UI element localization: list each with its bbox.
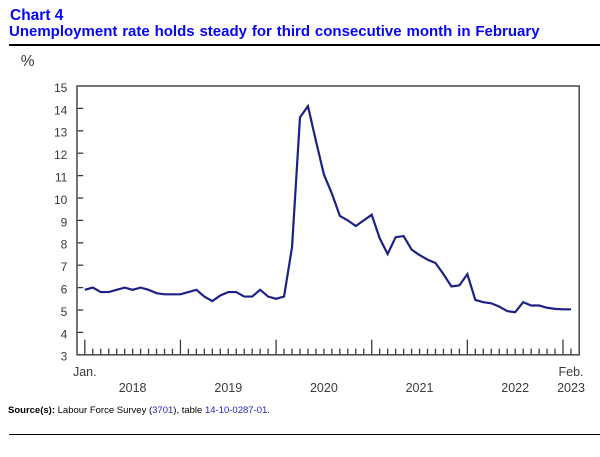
svg-text:2022: 2022 [501, 381, 529, 395]
svg-text:4: 4 [61, 327, 68, 341]
svg-text:2021: 2021 [406, 381, 434, 395]
svg-text:2019: 2019 [214, 381, 242, 395]
svg-text:9: 9 [61, 215, 68, 229]
svg-text:5: 5 [61, 305, 68, 319]
svg-text:11: 11 [55, 171, 68, 185]
svg-text:14: 14 [54, 103, 68, 117]
svg-text:Feb.: Feb. [558, 365, 583, 379]
svg-text:12: 12 [54, 148, 68, 162]
svg-text:3: 3 [61, 350, 68, 364]
svg-text:Jan.: Jan. [73, 365, 97, 379]
svg-text:2023: 2023 [557, 381, 585, 395]
svg-text:15: 15 [54, 81, 68, 95]
svg-text:2018: 2018 [119, 381, 147, 395]
svg-text:6: 6 [61, 283, 68, 297]
svg-text:10: 10 [54, 193, 68, 207]
svg-text:2020: 2020 [310, 381, 338, 395]
svg-text:8: 8 [61, 238, 68, 252]
svg-text:13: 13 [54, 126, 68, 140]
svg-text:7: 7 [61, 260, 68, 274]
